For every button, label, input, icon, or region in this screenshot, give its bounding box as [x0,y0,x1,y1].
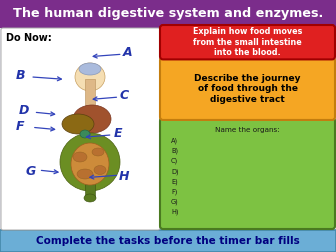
Text: E: E [113,127,122,140]
Ellipse shape [60,133,120,191]
Text: Complete the tasks before the timer bar fills: Complete the tasks before the timer bar … [36,236,300,246]
Text: F): F) [171,188,177,195]
Text: Name the organs:: Name the organs: [215,127,280,133]
Ellipse shape [92,148,104,156]
FancyBboxPatch shape [1,28,160,230]
Text: G: G [25,165,35,178]
Text: D: D [18,104,29,117]
Text: C): C) [171,158,178,165]
Text: C: C [120,89,129,102]
Ellipse shape [75,63,105,91]
Text: Describe the journey
of food through the
digestive tract: Describe the journey of food through the… [194,74,301,104]
Text: Explain how food moves
from the small intestine
into the blood.: Explain how food moves from the small in… [193,27,302,57]
Text: F: F [16,119,25,133]
Bar [0,230,336,252]
Text: A): A) [171,138,178,144]
Text: D): D) [171,168,179,175]
Ellipse shape [80,130,90,138]
Ellipse shape [73,105,111,133]
Bar [85,79,95,105]
FancyBboxPatch shape [160,57,335,120]
FancyBboxPatch shape [160,25,335,59]
Ellipse shape [77,169,93,179]
Bar [85,175,95,197]
Text: B: B [15,69,25,82]
Text: E): E) [171,178,178,185]
Text: H): H) [171,209,178,215]
Text: G): G) [171,199,179,205]
Text: B): B) [171,148,178,154]
Ellipse shape [71,143,109,185]
Bar [0,28,336,230]
Ellipse shape [94,166,106,174]
Text: A: A [123,46,132,59]
Ellipse shape [79,63,101,75]
Text: The human digestive system and enzymes.: The human digestive system and enzymes. [13,8,323,20]
Bar [0,0,336,28]
Ellipse shape [62,114,94,134]
Text: Do Now:: Do Now: [6,33,52,43]
Ellipse shape [84,194,96,202]
FancyBboxPatch shape [160,118,335,229]
Text: H: H [119,170,130,183]
Ellipse shape [73,152,87,162]
